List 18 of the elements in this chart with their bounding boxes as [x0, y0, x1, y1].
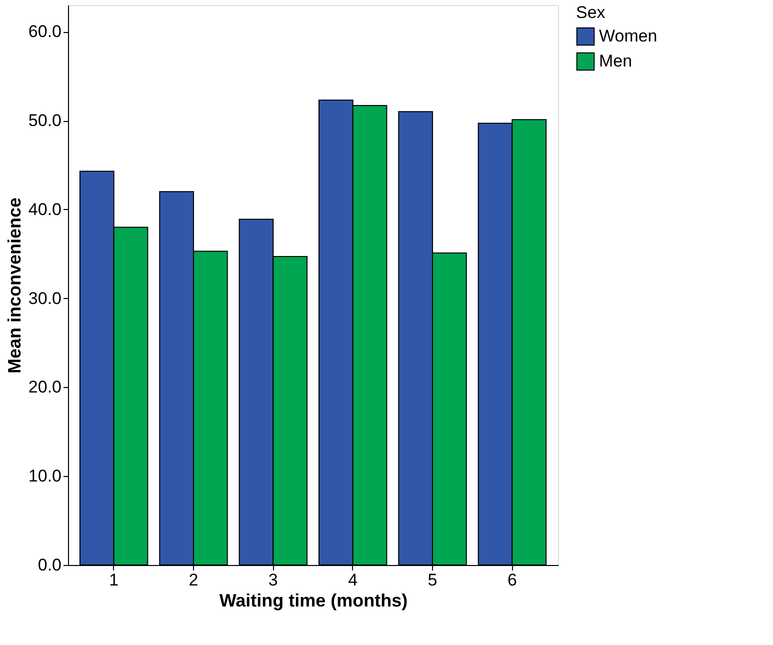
x-tick-label: 6 — [507, 570, 517, 590]
legend-label: Women — [599, 26, 658, 46]
x-tick-label: 2 — [188, 570, 198, 590]
y-tick-label: 10.0 — [28, 466, 62, 486]
y-tick-label: 0.0 — [38, 556, 62, 574]
y-tick-label: 40.0 — [28, 200, 62, 219]
x-tick-label: 4 — [348, 570, 358, 590]
y-axis-title: Mean inconvenience — [4, 197, 24, 374]
legend-label: Men — [599, 52, 632, 70]
y-tick-label: 30.0 — [28, 288, 62, 308]
legend-title: Sex — [576, 3, 606, 22]
x-tick-label: 5 — [428, 570, 438, 590]
y-tick-label: 20.0 — [28, 378, 62, 397]
x-tick-label: 3 — [268, 570, 278, 590]
y-tick-label: 50.0 — [28, 111, 62, 130]
x-tick-label: 1 — [109, 570, 119, 590]
x-axis-title: Waiting time (months) — [219, 590, 408, 610]
y-tick-label: 60.0 — [28, 22, 62, 42]
